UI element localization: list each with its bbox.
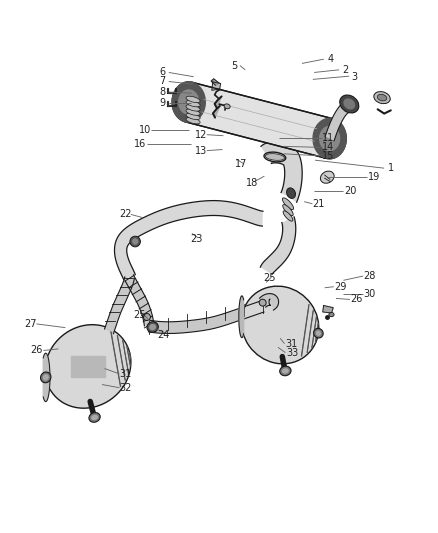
Text: 5: 5 (231, 61, 237, 70)
Text: 31: 31 (119, 369, 131, 379)
Text: 12: 12 (194, 130, 207, 140)
Ellipse shape (45, 325, 131, 408)
Polygon shape (211, 79, 219, 85)
Polygon shape (239, 296, 244, 337)
Text: 1: 1 (389, 163, 395, 173)
Ellipse shape (282, 368, 289, 374)
Polygon shape (213, 106, 220, 118)
Ellipse shape (89, 413, 100, 422)
Text: 16: 16 (134, 139, 147, 149)
Polygon shape (167, 88, 176, 93)
Ellipse shape (144, 313, 150, 320)
Ellipse shape (283, 211, 293, 221)
Polygon shape (215, 96, 222, 108)
Ellipse shape (280, 366, 291, 376)
Ellipse shape (132, 238, 138, 245)
Text: 31: 31 (285, 338, 297, 349)
Polygon shape (71, 356, 106, 377)
Polygon shape (172, 82, 346, 159)
Text: 10: 10 (139, 125, 151, 135)
Ellipse shape (321, 171, 334, 183)
Ellipse shape (265, 154, 284, 160)
Text: 29: 29 (334, 282, 346, 292)
Text: 22: 22 (119, 209, 131, 220)
Ellipse shape (91, 415, 98, 420)
Text: 15: 15 (322, 151, 334, 161)
Ellipse shape (186, 109, 200, 115)
Polygon shape (105, 277, 134, 334)
Ellipse shape (343, 99, 355, 110)
Polygon shape (126, 275, 154, 326)
Text: 14: 14 (322, 142, 334, 152)
Polygon shape (148, 301, 264, 334)
Text: 3: 3 (351, 72, 357, 82)
Ellipse shape (186, 105, 200, 111)
Polygon shape (261, 142, 302, 202)
Ellipse shape (147, 322, 158, 333)
Ellipse shape (316, 330, 321, 336)
Text: 20: 20 (344, 186, 356, 196)
Ellipse shape (186, 113, 200, 119)
Ellipse shape (149, 324, 156, 330)
Text: 7: 7 (159, 77, 166, 86)
Ellipse shape (329, 312, 334, 317)
Ellipse shape (186, 117, 200, 124)
Ellipse shape (241, 286, 319, 364)
Text: 33: 33 (286, 348, 298, 358)
Ellipse shape (340, 95, 359, 113)
Text: 11: 11 (322, 133, 334, 143)
Text: 17: 17 (235, 159, 247, 169)
Polygon shape (114, 200, 263, 280)
Ellipse shape (224, 104, 230, 109)
Polygon shape (260, 217, 296, 274)
Text: 23: 23 (190, 234, 202, 244)
Text: 24: 24 (157, 329, 170, 340)
Polygon shape (172, 82, 205, 122)
Text: 26: 26 (350, 294, 363, 304)
Text: 9: 9 (159, 98, 165, 108)
Text: 6: 6 (159, 68, 165, 77)
Text: 8: 8 (159, 87, 165, 97)
Polygon shape (313, 118, 346, 159)
Ellipse shape (41, 372, 51, 383)
Text: 2: 2 (343, 65, 349, 75)
Polygon shape (320, 126, 339, 151)
Polygon shape (167, 101, 176, 106)
Text: 32: 32 (119, 383, 131, 393)
Text: 27: 27 (24, 319, 37, 329)
Polygon shape (260, 294, 279, 310)
Ellipse shape (186, 96, 200, 102)
Text: 25: 25 (263, 273, 276, 283)
Ellipse shape (374, 92, 390, 103)
Ellipse shape (286, 188, 296, 198)
Text: 21: 21 (312, 199, 325, 209)
Text: 28: 28 (364, 271, 376, 281)
Polygon shape (43, 353, 50, 401)
Polygon shape (212, 82, 221, 91)
Text: 25: 25 (133, 310, 146, 320)
Polygon shape (179, 90, 199, 114)
Ellipse shape (259, 299, 266, 306)
Ellipse shape (186, 101, 200, 107)
Text: 19: 19 (368, 172, 380, 182)
Ellipse shape (283, 205, 293, 216)
Polygon shape (325, 101, 349, 141)
Text: 4: 4 (327, 54, 333, 64)
Text: 30: 30 (364, 289, 376, 299)
Ellipse shape (42, 374, 49, 381)
Ellipse shape (130, 236, 141, 247)
Polygon shape (323, 305, 333, 313)
Ellipse shape (314, 328, 323, 338)
Ellipse shape (377, 94, 387, 101)
Text: 26: 26 (31, 345, 43, 356)
Text: 13: 13 (194, 146, 207, 156)
Ellipse shape (283, 198, 293, 209)
Text: 18: 18 (246, 177, 258, 188)
